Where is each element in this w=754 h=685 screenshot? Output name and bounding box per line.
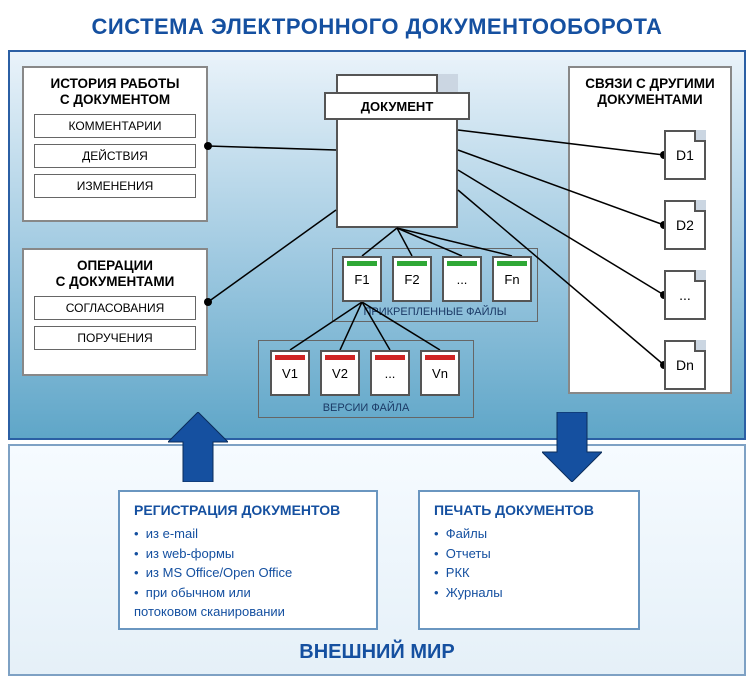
operations-item: ПОРУЧЕНИЯ [34,326,196,350]
main-title: СИСТЕМА ЭЛЕКТРОННОГО ДОКУМЕНТООБОРОТА [0,14,754,40]
file-node: V1 [270,350,310,396]
history-item: ДЕЙСТВИЯ [34,144,196,168]
file-node: V2 [320,350,360,396]
external-title: ВНЕШНИЙ МИР [10,641,744,664]
print-panel: ПЕЧАТЬ ДОКУМЕНТОВ Файлы Отчеты РКК Журна… [418,490,640,630]
registration-header: РЕГИСТРАЦИЯ ДОКУМЕНТОВ [134,502,362,518]
registration-item: из web-формы [134,544,362,564]
operations-item: СОГЛАСОВАНИЯ [34,296,196,320]
arrow-up-icon [168,412,228,482]
registration-item: из e-mail [134,524,362,544]
document-label-box: ДОКУМЕНТ [324,92,470,120]
registration-item: при обычном илипотоковом сканировании [134,583,362,622]
print-header: ПЕЧАТЬ ДОКУМЕНТОВ [434,502,624,518]
attached-files-caption: ПРИКРЕПЛЕННЫЕ ФАЙЛЫ [332,306,538,318]
linked-doc: D1 [664,130,706,180]
history-title: ИСТОРИЯ РАБОТЫС ДОКУМЕНТОМ [34,76,196,108]
file-node: F1 [342,256,382,302]
history-panel: ИСТОРИЯ РАБОТЫС ДОКУМЕНТОМ КОММЕНТАРИИ Д… [22,66,208,222]
file-node: ... [370,350,410,396]
print-item: Отчеты [434,544,624,564]
operations-title: ОПЕРАЦИИС ДОКУМЕНТАМИ [34,258,196,290]
file-node: Fn [492,256,532,302]
linked-doc: Dn [664,340,706,390]
operations-panel: ОПЕРАЦИИС ДОКУМЕНТАМИ СОГЛАСОВАНИЯ ПОРУЧ… [22,248,208,376]
linked-doc: ... [664,270,706,320]
arrow-down-icon [542,412,602,482]
file-node: ... [442,256,482,302]
links-title: СВЯЗИ С ДРУГИМИДОКУМЕНТАМИ [580,76,720,108]
linked-doc: D2 [664,200,706,250]
file-versions-caption: ВЕРСИИ ФАЙЛА [258,402,474,414]
file-node: Vn [420,350,460,396]
print-item: РКК [434,563,624,583]
diagram-canvas: СИСТЕМА ЭЛЕКТРОННОГО ДОКУМЕНТООБОРОТА ИС… [0,0,754,685]
links-panel: СВЯЗИ С ДРУГИМИДОКУМЕНТАМИ [568,66,732,394]
registration-panel: РЕГИСТРАЦИЯ ДОКУМЕНТОВ из e-mail из web-… [118,490,378,630]
history-item: КОММЕНТАРИИ [34,114,196,138]
document-label: ДОКУМЕНТ [361,99,434,114]
registration-item: из MS Office/Open Office [134,563,362,583]
print-item: Журналы [434,583,624,603]
file-node: F2 [392,256,432,302]
print-item: Файлы [434,524,624,544]
history-item: ИЗМЕНЕНИЯ [34,174,196,198]
